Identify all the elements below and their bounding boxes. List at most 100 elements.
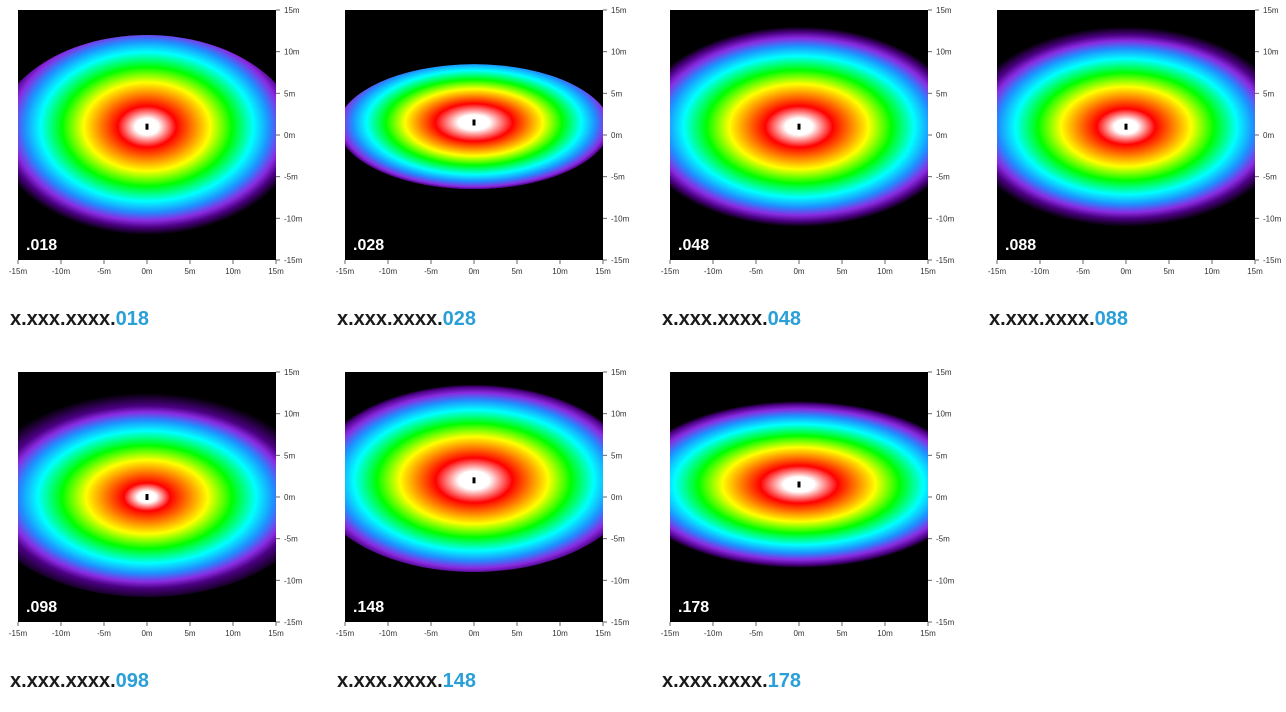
- x-tick-label: -15m: [661, 629, 680, 638]
- heatmap-chart: .088 15m 10m 5m 0m -5m -10m -15m -15m -10m -5m 0m 5m…: [988, 6, 1282, 276]
- y-tick-label: -10m: [1263, 214, 1282, 223]
- x-tick-label: 0m: [468, 629, 479, 638]
- x-tick-label: -5m: [749, 267, 763, 276]
- y-tick-label: 15m: [936, 6, 952, 15]
- x-tick-label: -5m: [97, 267, 111, 276]
- caption-prefix: x.xxx.xxxx.: [337, 670, 443, 692]
- plot-label: .018: [26, 237, 57, 254]
- x-tick-label: -10m: [52, 267, 71, 276]
- x-tick-label: -15m: [988, 267, 1007, 276]
- y-tick-label: 0m: [936, 131, 947, 140]
- plot-label: .148: [353, 599, 384, 616]
- x-tick-label: -5m: [424, 267, 438, 276]
- x-tick-label: -10m: [1031, 267, 1050, 276]
- y-tick-label: -5m: [611, 535, 625, 544]
- heatmap-chart: .148 15m 10m 5m 0m -5m -10m -15m -15m -10m -5m 0m 5m…: [336, 368, 630, 638]
- caption-suffix: 098: [115, 670, 150, 692]
- source-marker: [797, 123, 801, 130]
- chart-panel: .088 15m 10m 5m 0m -5m -10m -15m -15m -10m -5m 0m 5m…: [988, 6, 1286, 350]
- x-tick-label: -5m: [424, 629, 438, 638]
- x-tick-label: -5m: [1076, 267, 1090, 276]
- y-tick-label: 10m: [936, 48, 952, 57]
- x-tick-label: 10m: [225, 629, 241, 638]
- x-tick-label: 0m: [141, 267, 152, 276]
- y-tick-label: 10m: [611, 410, 627, 419]
- caption-prefix: x.xxx.xxxx.: [337, 308, 443, 330]
- y-tick-label: 5m: [936, 451, 947, 460]
- x-tick-label: -15m: [661, 267, 680, 276]
- x-tick-label: 0m: [793, 267, 804, 276]
- x-tick-label: 10m: [552, 267, 568, 276]
- x-tick-label: 0m: [141, 629, 152, 638]
- y-tick-label: -5m: [284, 535, 298, 544]
- y-tick-label: -5m: [936, 173, 950, 182]
- y-tick-label: 5m: [936, 89, 947, 98]
- chart-caption: x.xxx.xxxx.018: [10, 308, 149, 331]
- y-tick-label: -10m: [936, 576, 955, 585]
- y-tick-label: 0m: [284, 131, 295, 140]
- chart-panel: .048 15m 10m 5m 0m -5m -10m -15m -15m -10m -5m 0m 5m…: [661, 6, 962, 350]
- x-tick-label: 5m: [1163, 267, 1174, 276]
- chart-caption: x.xxx.xxxx.098: [10, 670, 149, 693]
- y-tick-label: -15m: [284, 256, 303, 265]
- x-tick-label: -5m: [749, 629, 763, 638]
- y-tick-label: 15m: [284, 368, 300, 377]
- chart-caption: x.xxx.xxxx.028: [337, 308, 476, 331]
- caption-suffix: 088: [1094, 308, 1129, 330]
- x-tick-label: 0m: [468, 267, 479, 276]
- x-tick-label: -10m: [379, 629, 398, 638]
- caption-prefix: x.xxx.xxxx.: [989, 308, 1095, 330]
- y-tick-label: -15m: [936, 618, 955, 627]
- caption-suffix: 028: [442, 308, 477, 330]
- y-tick-label: -5m: [284, 173, 298, 182]
- x-tick-label: 5m: [184, 629, 195, 638]
- y-tick-label: -10m: [284, 576, 303, 585]
- plot-label: .048: [678, 237, 709, 254]
- x-tick-label: 15m: [595, 267, 611, 276]
- chart-panel: .098 15m 10m 5m 0m -5m -10m -15m -15m -10m -5m 0m 5m…: [9, 368, 310, 712]
- heatmap-chart: .178 15m 10m 5m 0m -5m -10m -15m -15m -10m -5m 0m 5m…: [661, 368, 955, 638]
- y-tick-label: 10m: [936, 410, 952, 419]
- y-tick-label: 15m: [1263, 6, 1279, 15]
- y-tick-label: 0m: [284, 493, 295, 502]
- caption-prefix: x.xxx.xxxx.: [662, 308, 768, 330]
- y-tick-label: -15m: [611, 256, 630, 265]
- x-tick-label: -10m: [379, 267, 398, 276]
- heatmap-chart: .098 15m 10m 5m 0m -5m -10m -15m -15m -10m -5m 0m 5m…: [9, 368, 303, 638]
- y-tick-label: 5m: [284, 89, 295, 98]
- y-tick-label: -10m: [611, 214, 630, 223]
- x-tick-label: -15m: [9, 267, 28, 276]
- y-tick-label: 0m: [611, 493, 622, 502]
- y-tick-label: 10m: [1263, 48, 1279, 57]
- y-tick-label: -15m: [936, 256, 955, 265]
- y-tick-label: 15m: [936, 368, 952, 377]
- chart-caption: x.xxx.xxxx.148: [337, 670, 476, 693]
- y-tick-label: 15m: [284, 6, 300, 15]
- caption-prefix: x.xxx.xxxx.: [662, 670, 768, 692]
- plot-label: .098: [26, 599, 57, 616]
- chart-panel: .178 15m 10m 5m 0m -5m -10m -15m -15m -10m -5m 0m 5m…: [661, 368, 962, 712]
- x-tick-label: -15m: [336, 267, 355, 276]
- y-tick-label: -5m: [611, 173, 625, 182]
- y-tick-label: -10m: [611, 576, 630, 585]
- x-tick-label: 15m: [920, 267, 936, 276]
- x-tick-label: 0m: [793, 629, 804, 638]
- x-tick-label: -10m: [704, 267, 723, 276]
- y-tick-label: -15m: [1263, 256, 1282, 265]
- chart-panel: .148 15m 10m 5m 0m -5m -10m -15m -15m -10m -5m 0m 5m…: [336, 368, 637, 712]
- caption-suffix: 018: [115, 308, 150, 330]
- plot-label: .178: [678, 599, 709, 616]
- x-tick-label: 10m: [225, 267, 241, 276]
- caption-suffix: 048: [767, 308, 802, 330]
- y-tick-label: 10m: [284, 410, 300, 419]
- heatmap-chart: .028 15m 10m 5m 0m -5m -10m -15m -15m -10m -5m 0m 5m…: [336, 6, 630, 276]
- y-tick-label: 5m: [611, 451, 622, 460]
- source-marker: [145, 123, 149, 130]
- x-tick-label: 10m: [877, 267, 893, 276]
- x-tick-label: 5m: [511, 267, 522, 276]
- plot-label: .028: [353, 237, 384, 254]
- x-tick-label: -10m: [52, 629, 71, 638]
- x-tick-label: 10m: [877, 629, 893, 638]
- x-tick-label: -15m: [9, 629, 28, 638]
- x-tick-label: 5m: [511, 629, 522, 638]
